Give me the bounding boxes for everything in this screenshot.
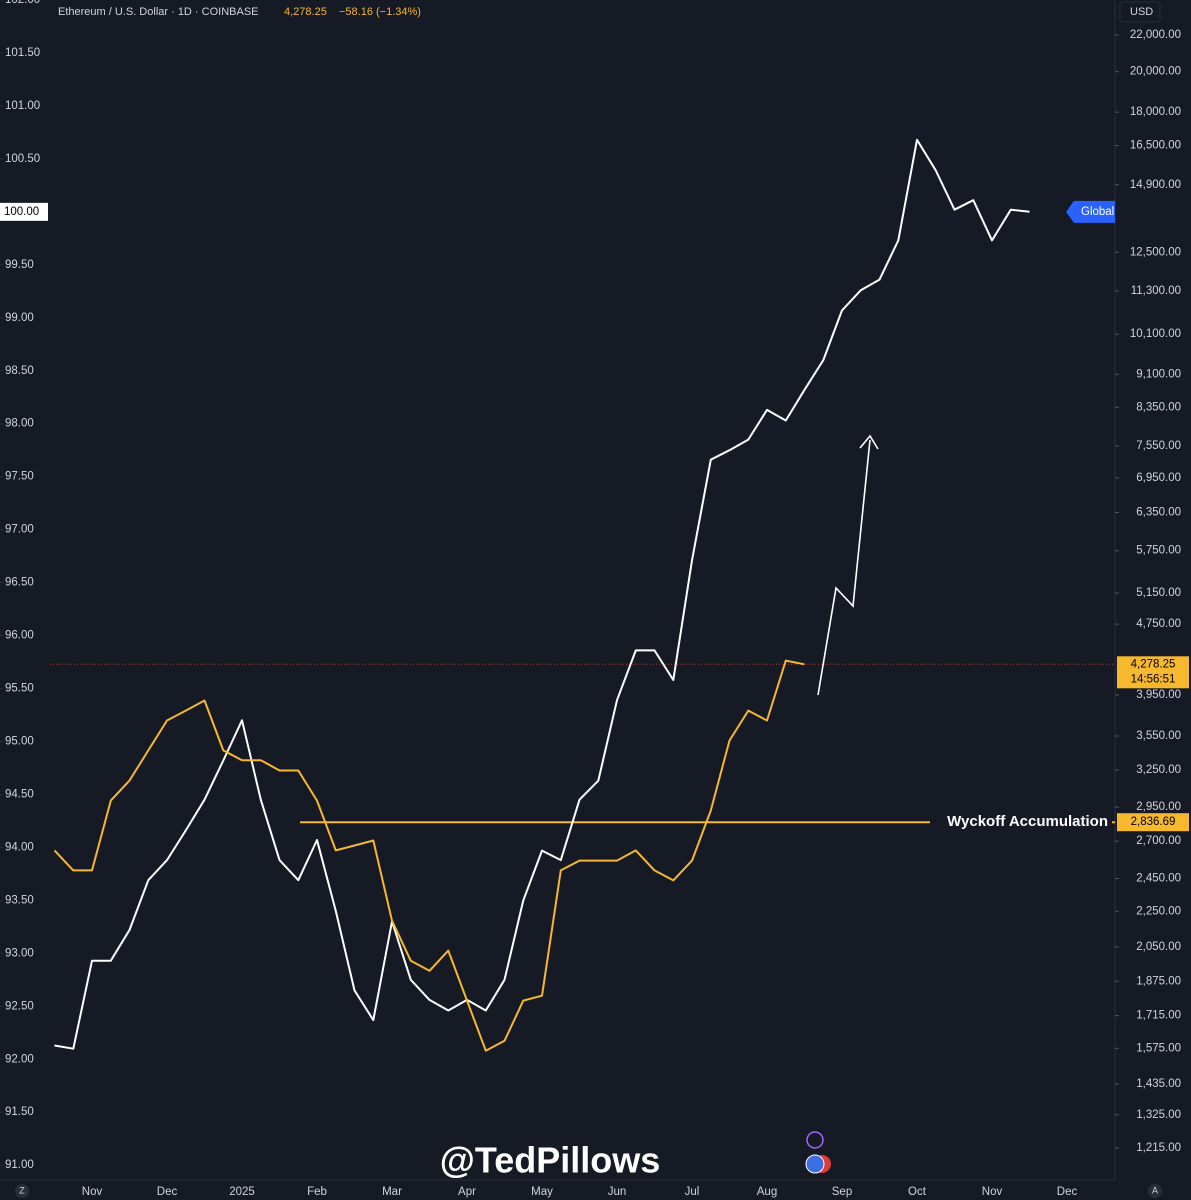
y2-tick-label: 10,100.00 (1130, 328, 1181, 340)
price-change: −58.16 (−1.34%) (339, 6, 421, 18)
y2-tick-label: 3,950.00 (1136, 689, 1181, 701)
annotation-text-bg (930, 812, 1112, 833)
icon[interactable] (806, 1131, 824, 1149)
x-tick-label: Dec (1057, 1186, 1078, 1198)
x-tick-label: Nov (982, 1186, 1003, 1198)
series-line (53, 659, 805, 1052)
y2-tick-label: 2,700.00 (1136, 835, 1181, 847)
last-value-tag (0, 202, 48, 221)
y2-tick-label: 2,450.00 (1136, 873, 1181, 885)
corner-button[interactable] (1148, 1184, 1162, 1198)
price-tag-timer: 14:56:51 (1131, 673, 1176, 685)
corner-label: Z (19, 1185, 25, 1195)
y2-tick-label: 6,350.00 (1136, 507, 1181, 519)
y-tick-label: 93.00 (5, 947, 34, 959)
y2-tick-label: 3,250.00 (1136, 764, 1181, 776)
y2-tick-label: 1,575.00 (1136, 1042, 1181, 1054)
y2-tick-label: 11,300.00 (1131, 285, 1181, 297)
y-tick-label: 94.00 (5, 841, 34, 853)
last-value-label: 100.00 (4, 206, 39, 218)
x-tick-label: May (531, 1186, 553, 1198)
y-tick-label: 95.00 (5, 736, 34, 748)
y2-tick-label: 16,500.00 (1130, 140, 1181, 152)
corner-button[interactable] (15, 1184, 29, 1198)
legend-label: Global (1081, 206, 1114, 218)
y-tick-label: 91.50 (5, 1106, 34, 1118)
y2-tick-label: 2,050.00 (1136, 941, 1181, 953)
price-tag (1117, 656, 1189, 689)
y-tick-label: 91.00 (5, 1159, 34, 1171)
y-tick-label: 93.50 (5, 894, 34, 906)
x-tick-label: Oct (908, 1186, 927, 1198)
symbol: Ethereum / U.S. Dollar · 1D · COINBASE (58, 6, 259, 18)
watermark: @TedPillows (440, 1140, 660, 1181)
y-tick-label: 94.50 (5, 788, 34, 800)
price: 4,278.25 (284, 6, 327, 18)
x-tick-label: Aug (757, 1186, 777, 1198)
icon[interactable] (805, 1154, 825, 1174)
y2-tick-label: 12,500.00 (1130, 246, 1181, 258)
corner-label: A (1152, 1185, 1158, 1195)
y2-tick-label: 22,000.00 (1130, 29, 1181, 41)
y-tick-label: 97.00 (5, 524, 34, 536)
y2-tick-label: 18,000.00 (1130, 106, 1181, 118)
x-tick-label: Nov (82, 1186, 103, 1198)
y-tick-label: 98.50 (5, 365, 34, 377)
y2-tick-label: 8,350.00 (1136, 401, 1181, 413)
y2-tick-label: 14,900.00 (1130, 179, 1181, 191)
y2-tick-label: 5,750.00 (1136, 545, 1181, 557)
x-tick-label: 2025 (229, 1186, 255, 1198)
arrow-head (859, 434, 879, 450)
x-tick-label: Apr (458, 1186, 476, 1198)
y-tick-label: 99.50 (5, 259, 34, 271)
legend-tag (1066, 200, 1115, 223)
y-tick-label: 96.00 (5, 630, 34, 642)
annotation-tag-label: 2,836.69 (1131, 816, 1176, 828)
y-tick-label: 92.00 (5, 1053, 34, 1065)
x-tick-label: Feb (307, 1186, 327, 1198)
price-tag-label: 4,278.25 (1131, 658, 1176, 670)
x-tick-label: Jun (608, 1186, 627, 1198)
x-tick-label: Sep (832, 1186, 852, 1198)
y-tick-label: 102.00 (5, 0, 40, 6)
y2-tick-label: 1,875.00 (1136, 975, 1181, 987)
y2-tick-label: 3,550.00 (1136, 730, 1181, 742)
y2-tick-label: 20,000.00 (1130, 66, 1181, 78)
y2-tick-label: 6,950.00 (1136, 472, 1181, 484)
annotation-tag (1117, 813, 1189, 832)
y2-tick-label: 1,435.00 (1136, 1078, 1181, 1090)
annotation-text: Wyckoff Accumulation (947, 813, 1108, 830)
y-tick-label: 98.00 (5, 418, 34, 430)
y2-tick-label: 1,715.00 (1136, 1010, 1181, 1022)
y2-tick-label: 2,250.00 (1136, 905, 1181, 917)
y-tick-label: 99.00 (5, 312, 34, 324)
y2-tick-label: 1,325.00 (1136, 1109, 1181, 1121)
y-tick-label: 100.50 (5, 153, 40, 165)
y2-tick-label: 7,550.00 (1136, 440, 1181, 452)
y-tick-label: 97.50 (5, 471, 34, 483)
series-line (54, 138, 1030, 1050)
unit-box (1119, 1, 1161, 23)
x-tick-label: Mar (382, 1186, 402, 1198)
y2-tick-label: 4,750.00 (1136, 618, 1181, 630)
y2-tick-label: 5,150.00 (1136, 587, 1181, 599)
arrow (817, 439, 871, 696)
y-tick-label: 101.00 (5, 100, 40, 112)
y-tick-label: 92.50 (5, 1000, 34, 1012)
x-tick-label: Jul (685, 1186, 700, 1198)
y-tick-label: 95.50 (5, 683, 34, 695)
y-tick-label: 96.50 (5, 577, 34, 589)
y2-tick-label: 1,215.00 (1136, 1142, 1181, 1154)
unit: USD (1130, 6, 1153, 18)
y2-tick-label: 9,100.00 (1136, 368, 1181, 380)
y2-tick-label: 2,950.00 (1136, 801, 1181, 813)
x-tick-label: Dec (157, 1186, 178, 1198)
y-tick-label: 101.50 (5, 47, 40, 59)
